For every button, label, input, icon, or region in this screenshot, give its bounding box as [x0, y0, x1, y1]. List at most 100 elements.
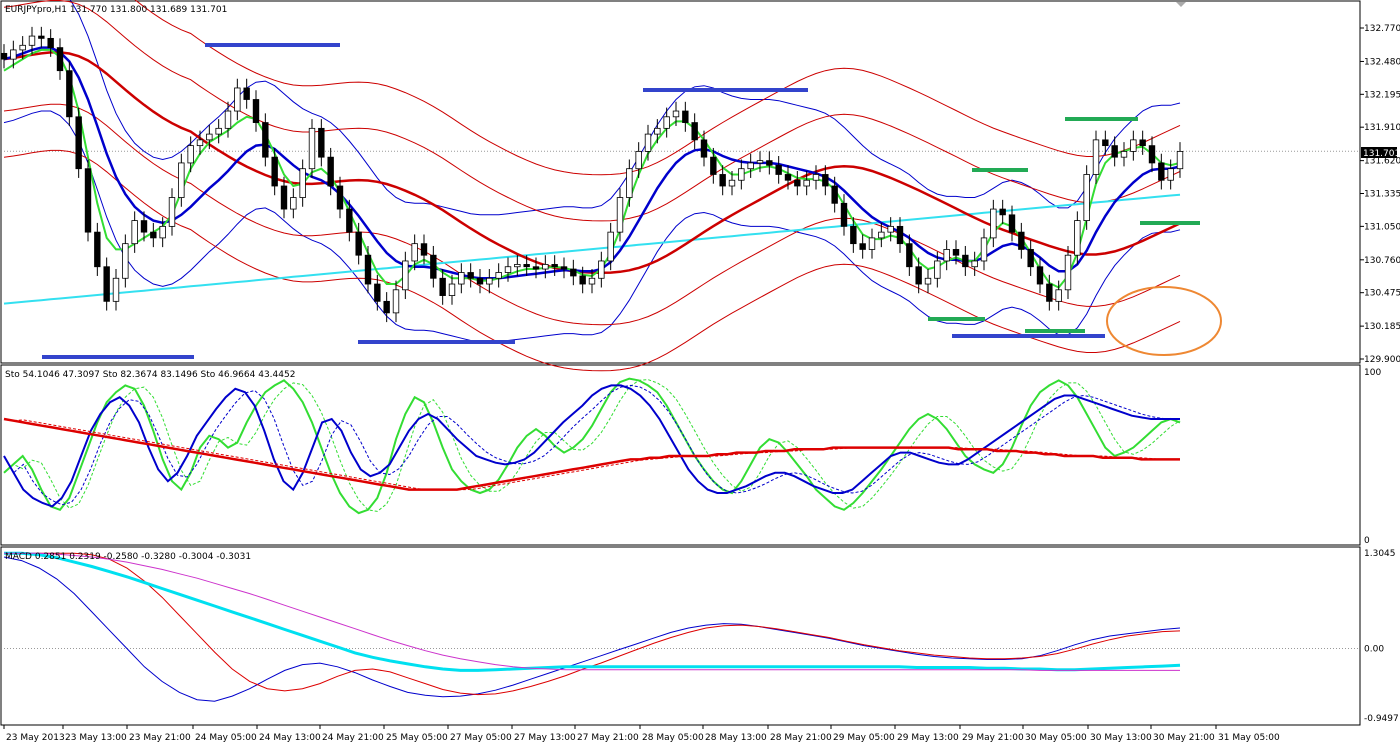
- candle-body: [10, 49, 17, 60]
- candle-body: [1008, 214, 1016, 233]
- candle-body: [1139, 139, 1146, 147]
- macd-layer: [3, 551, 1360, 702]
- candle: [392, 280, 400, 323]
- candle: [523, 255, 530, 276]
- candle-body: [290, 197, 297, 210]
- candle: [635, 142, 642, 178]
- candle-body: [579, 275, 586, 285]
- candle: [700, 130, 708, 167]
- candle: [607, 222, 614, 271]
- candle: [224, 101, 232, 138]
- candle-body: [962, 254, 969, 268]
- price-tick-label: 131.050: [1364, 222, 1400, 232]
- candle-body: [999, 208, 1006, 216]
- candle: [1027, 240, 1034, 276]
- candle-body: [66, 70, 73, 118]
- price-tick-label: 130.185: [1364, 322, 1400, 332]
- candle-body: [28, 35, 36, 46]
- candle: [290, 188, 297, 219]
- price-tick-label: 130.760: [1364, 256, 1400, 266]
- candle-body: [1167, 168, 1174, 181]
- candle: [0, 44, 8, 69]
- candle-body: [878, 231, 885, 239]
- candle: [56, 38, 64, 80]
- candle: [971, 251, 978, 276]
- candle: [850, 217, 857, 253]
- price-layer: [0, 0, 1360, 372]
- candle: [262, 113, 269, 167]
- candle: [196, 130, 204, 155]
- candle-body: [1102, 139, 1109, 147]
- candle: [467, 263, 474, 288]
- candle-body: [38, 35, 45, 39]
- time-tick-label: 25 May 05:00: [386, 733, 448, 743]
- candle-body: [840, 202, 848, 227]
- candle: [570, 259, 577, 286]
- candle: [766, 151, 773, 175]
- candle-body: [476, 277, 484, 285]
- candle-body: [346, 208, 353, 233]
- macd-tick-label: 1.3045: [1364, 549, 1396, 559]
- candle: [252, 90, 260, 132]
- time-tick-label: 28 May 21:00: [770, 733, 832, 743]
- candle: [756, 151, 764, 173]
- candle: [187, 136, 194, 173]
- collapse-arrow-icon[interactable]: [1176, 2, 1186, 7]
- time-tick-label: 29 May 21:00: [962, 733, 1024, 743]
- candle-body: [187, 145, 194, 164]
- candle: [1148, 136, 1156, 173]
- stochastic-main-line: [3, 377, 1181, 515]
- candle: [271, 147, 278, 196]
- candle-body: [812, 174, 820, 181]
- candle-body: [700, 139, 708, 158]
- candle: [514, 255, 521, 276]
- candle: [327, 147, 334, 196]
- candle-body: [906, 243, 913, 268]
- price-tick-label: 130.475: [1364, 289, 1400, 299]
- price-tick-label: 131.620: [1364, 157, 1400, 167]
- candle-body: [588, 277, 596, 285]
- candle-body: [1036, 266, 1044, 285]
- candle-body: [486, 277, 493, 285]
- macd-tick-label: 0.00: [1364, 644, 1384, 654]
- candle: [1064, 245, 1072, 300]
- candle: [168, 188, 176, 236]
- candle: [626, 159, 633, 207]
- candle: [532, 257, 540, 279]
- candle-body: [598, 260, 605, 279]
- stochastic-signal-line: [3, 379, 1181, 512]
- candle-body: [691, 122, 698, 141]
- stochastic-axis: 100 0: [1364, 368, 1381, 546]
- candle-body: [1055, 289, 1062, 302]
- candle-body: [831, 185, 838, 204]
- time-tick-label: 23 May 21:00: [129, 733, 191, 743]
- candle-body: [663, 116, 670, 129]
- candle: [598, 251, 605, 288]
- candle-body: [318, 127, 325, 158]
- price-header: EURJPYpro,H1 131.770 131.800 131.689 131…: [5, 5, 227, 15]
- candle: [1139, 130, 1146, 155]
- candle: [122, 234, 129, 288]
- candle: [476, 269, 484, 294]
- candle: [924, 269, 932, 294]
- candle-body: [383, 300, 390, 314]
- candle: [112, 269, 120, 311]
- candle: [234, 78, 241, 121]
- candle-body: [252, 99, 260, 123]
- candle-body: [94, 231, 101, 268]
- candle: [1074, 211, 1081, 265]
- candle: [952, 240, 960, 265]
- time-tick-label: 28 May 13:00: [705, 733, 767, 743]
- candle: [364, 245, 372, 294]
- candle-body: [1111, 145, 1118, 158]
- price-tick-label: 132.770: [1364, 24, 1400, 34]
- time-tick-label: 31 May 05:00: [1218, 733, 1280, 743]
- time-tick-label: 24 May 13:00: [259, 733, 321, 743]
- candle-body: [934, 260, 941, 279]
- stochastic-header: Sto 54.1046 47.3097 Sto 82.3674 83.1496 …: [5, 370, 295, 380]
- candle-body: [654, 127, 661, 135]
- candle: [1092, 130, 1100, 184]
- candle-body: [682, 110, 689, 123]
- candle-body: [364, 254, 372, 285]
- candle: [38, 26, 45, 48]
